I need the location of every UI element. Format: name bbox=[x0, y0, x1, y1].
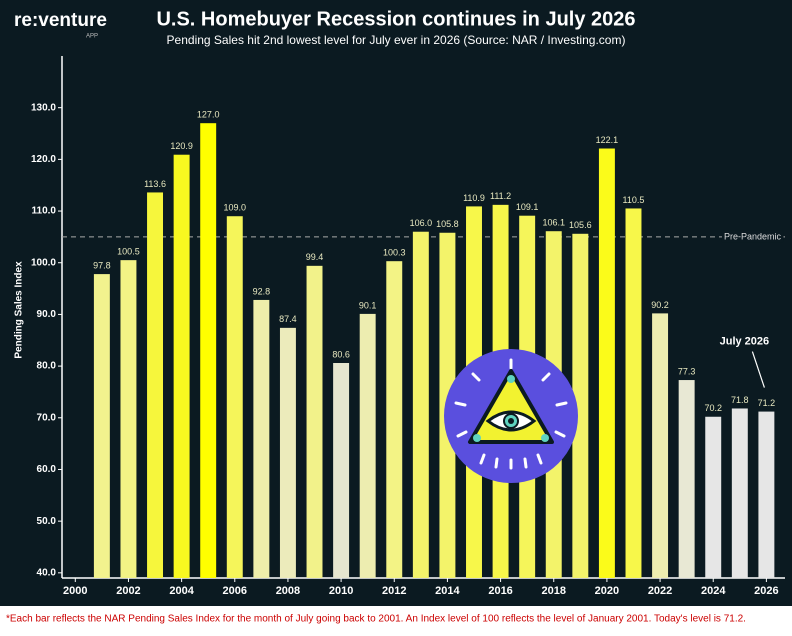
value-label: 109.0 bbox=[224, 203, 247, 213]
bar bbox=[625, 208, 642, 579]
brand-name: re:venture bbox=[14, 10, 107, 31]
x-tick-label: 2014 bbox=[435, 585, 460, 597]
value-label: 100.5 bbox=[117, 247, 140, 257]
value-label: 87.4 bbox=[279, 314, 297, 324]
value-label: 71.2 bbox=[758, 398, 776, 408]
y-tick-label: 40.0 bbox=[37, 567, 57, 578]
logo-icon bbox=[444, 349, 578, 483]
x-tick-label: 2016 bbox=[488, 585, 512, 597]
y-tick-label: 70.0 bbox=[37, 412, 57, 423]
bar bbox=[705, 416, 722, 578]
bar bbox=[120, 260, 137, 578]
value-label: 71.8 bbox=[731, 395, 749, 405]
y-tick-label: 100.0 bbox=[31, 257, 56, 268]
bar bbox=[226, 216, 243, 578]
value-label: 111.2 bbox=[490, 191, 511, 201]
bar bbox=[359, 313, 376, 578]
x-tick-label: 2004 bbox=[169, 585, 194, 597]
bar bbox=[572, 233, 589, 578]
value-label: 90.2 bbox=[651, 300, 669, 310]
bar bbox=[279, 327, 296, 578]
y-tick-label: 60.0 bbox=[37, 464, 57, 475]
annotation: July 2026 bbox=[720, 335, 770, 347]
bar bbox=[598, 148, 615, 578]
value-label: 105.6 bbox=[569, 220, 592, 230]
value-label: 92.8 bbox=[253, 286, 271, 296]
x-tick-label: 2012 bbox=[382, 585, 406, 597]
value-label: 97.8 bbox=[93, 260, 111, 270]
value-label: 80.6 bbox=[332, 349, 350, 359]
bar bbox=[758, 411, 775, 578]
value-label: 90.1 bbox=[359, 300, 377, 310]
bar bbox=[731, 408, 748, 578]
x-tick-label: 2008 bbox=[276, 585, 300, 597]
chart-subtitle: Pending Sales hit 2nd lowest level for J… bbox=[167, 33, 626, 47]
value-label: 99.4 bbox=[306, 252, 324, 262]
value-label: 127.0 bbox=[197, 110, 220, 120]
y-tick-label: 110.0 bbox=[32, 206, 57, 217]
y-tick-label: 50.0 bbox=[37, 516, 57, 527]
x-tick-label: 2022 bbox=[648, 585, 672, 597]
value-label: 120.9 bbox=[170, 141, 193, 151]
value-label: 110.9 bbox=[463, 193, 485, 203]
value-label: 77.3 bbox=[678, 366, 696, 376]
bar bbox=[253, 299, 270, 578]
bar bbox=[200, 123, 217, 579]
value-label: 110.5 bbox=[623, 195, 645, 205]
value-label: 105.8 bbox=[436, 219, 459, 229]
value-label: 70.2 bbox=[704, 403, 722, 413]
x-tick-label: 2020 bbox=[595, 585, 619, 597]
value-label: 106.1 bbox=[542, 218, 565, 228]
brand-tag: APP bbox=[86, 34, 98, 40]
x-tick-label: 2002 bbox=[116, 585, 140, 597]
footnote: *Each bar reflects the NAR Pending Sales… bbox=[6, 614, 746, 625]
x-tick-label: 2018 bbox=[542, 585, 566, 597]
footer-background bbox=[0, 606, 792, 631]
value-label: 109.1 bbox=[516, 202, 539, 212]
x-tick-label: 2026 bbox=[754, 585, 778, 597]
value-label: 106.0 bbox=[410, 218, 433, 228]
bar bbox=[652, 313, 669, 578]
x-tick-label: 2024 bbox=[701, 585, 726, 597]
annotation-arrow bbox=[751, 351, 765, 388]
bar bbox=[333, 362, 350, 578]
value-label: 100.3 bbox=[383, 248, 406, 258]
x-tick-label: 2000 bbox=[63, 585, 87, 597]
bar bbox=[386, 261, 403, 578]
value-label: 113.6 bbox=[144, 179, 166, 189]
x-tick-label: 2006 bbox=[223, 585, 247, 597]
reference-label-bg bbox=[721, 230, 784, 243]
bar bbox=[678, 380, 695, 578]
y-tick-label: 90.0 bbox=[37, 309, 57, 320]
bar bbox=[173, 154, 190, 579]
x-tick-label: 2010 bbox=[329, 585, 353, 597]
y-tick-label: 130.0 bbox=[31, 102, 56, 113]
reference-label: Pre-Pandemic bbox=[724, 231, 782, 241]
bar bbox=[147, 192, 164, 579]
bar bbox=[412, 231, 429, 578]
y-axis-label: Pending Sales Index bbox=[14, 261, 25, 359]
bar bbox=[93, 274, 110, 578]
value-label: 122.1 bbox=[596, 135, 619, 145]
chart-title: U.S. Homebuyer Recession continues in Ju… bbox=[156, 8, 635, 30]
y-tick-label: 80.0 bbox=[37, 361, 57, 372]
bar bbox=[306, 265, 323, 578]
y-tick-label: 120.0 bbox=[31, 154, 56, 165]
